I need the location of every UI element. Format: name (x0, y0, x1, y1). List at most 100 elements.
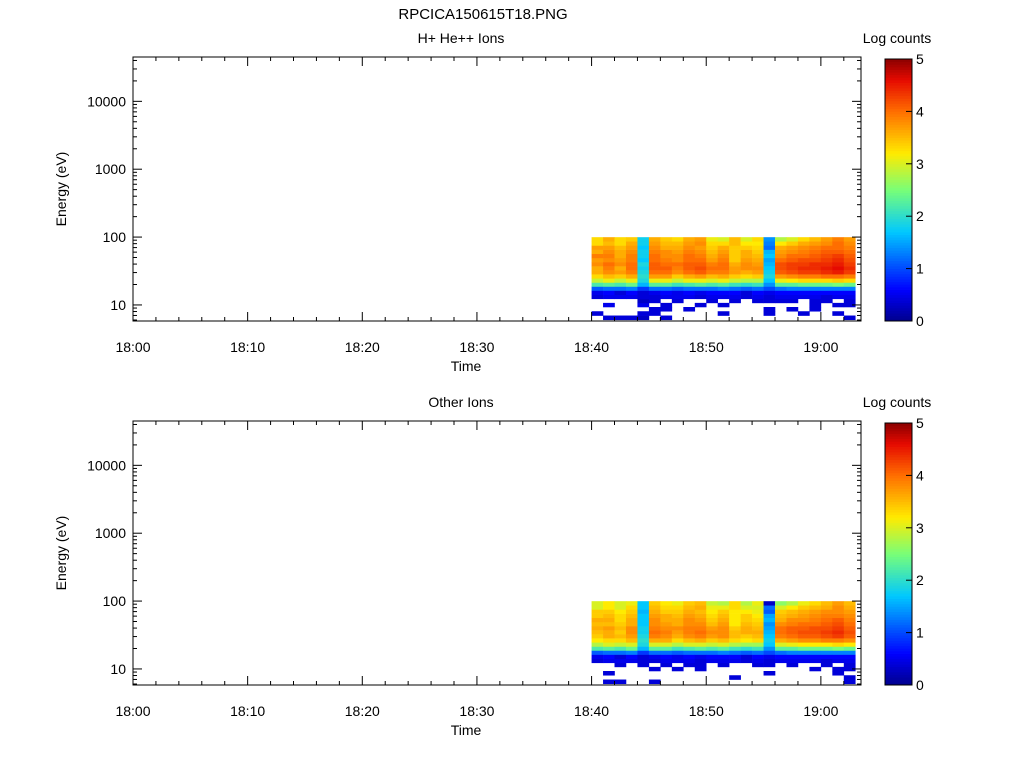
spectrogram-cell (843, 638, 856, 643)
spectrogram-cell (694, 634, 707, 639)
spectrogram-cell (843, 237, 856, 242)
spectrogram-cell (683, 286, 696, 291)
colorbar-segment (885, 224, 912, 228)
spectrogram-cell (603, 302, 615, 308)
spectrogram-cell (820, 630, 833, 635)
spectrogram-cell (729, 253, 741, 259)
spectrogram-cell (660, 286, 673, 291)
spectrogram-cell (694, 613, 707, 619)
spectrogram-cell (683, 630, 696, 635)
colorbar-segment (885, 315, 912, 319)
colorbar-segment (885, 93, 912, 97)
spectrogram-cell (614, 658, 627, 664)
colorbar-segment (885, 519, 912, 523)
colorbar-segment (885, 658, 912, 662)
spectrogram-cell (763, 270, 776, 275)
y-axis-label: Energy (eV) (53, 152, 69, 227)
spectrogram-cell (797, 241, 810, 246)
spectrogram-cell (843, 675, 856, 680)
spectrogram-cell (625, 654, 638, 659)
colorbar-segment (885, 98, 912, 102)
spectrogram-cell (614, 679, 627, 685)
spectrogram-cell (717, 286, 730, 291)
spectrogram-cell (614, 274, 627, 279)
spectrogram-cell (797, 626, 810, 631)
spectrogram-cell (694, 658, 707, 664)
spectrogram-cell (694, 270, 707, 275)
colorbar-segment (885, 166, 912, 170)
spectrogram-cell (637, 270, 650, 275)
spectrogram-cell (683, 237, 696, 242)
colorbar-segment (885, 153, 912, 157)
spectrogram-cell (729, 286, 741, 291)
spectrogram-cell (648, 286, 661, 291)
spectrogram-cell (694, 646, 707, 651)
spectrogram-cell (660, 278, 673, 283)
spectrogram-cell (591, 257, 604, 263)
spectrogram-cell (832, 270, 845, 275)
colorbar-segment (885, 561, 912, 565)
colorbar-segment (885, 480, 912, 484)
colorbar-segment (885, 100, 912, 104)
spectrogram-cell (648, 282, 661, 287)
spectrogram-cell (706, 642, 718, 647)
spectrogram-cell (729, 274, 741, 279)
spectrogram-cell (614, 642, 627, 647)
spectrogram-cell (763, 298, 776, 304)
spectrogram-cell (625, 253, 638, 259)
spectrogram-cell (809, 617, 822, 623)
colorbar-segment (885, 305, 912, 309)
spectrogram-cell (740, 237, 753, 242)
colorbar-segment (885, 533, 912, 537)
colorbar-segment (885, 470, 912, 474)
spectrogram-cell (786, 241, 799, 246)
spectrogram-cell (775, 605, 787, 610)
colorbar-segment (885, 95, 912, 99)
colorbar-segment (885, 467, 912, 471)
spectrogram-cell (786, 634, 799, 639)
colorbar-segment (885, 645, 912, 649)
colorbar-segment (885, 504, 912, 508)
spectrogram-cell (671, 274, 684, 279)
spectrogram-cell (752, 241, 764, 246)
spectrogram-cell (820, 642, 833, 647)
spectrogram-cell (740, 257, 753, 263)
spectrogram-cell (775, 270, 787, 275)
spectrogram-cell (843, 626, 856, 631)
colorbar-segment (885, 590, 912, 594)
colorbar-segment (885, 538, 912, 542)
spectrogram-cell (740, 262, 753, 267)
spectrogram-cell (740, 626, 753, 631)
spectrogram-cell (717, 601, 730, 606)
spectrogram-cell (706, 650, 718, 655)
colorbar-segment (885, 595, 912, 599)
spectrogram-cell (660, 638, 673, 643)
colorbar-segment (885, 454, 912, 458)
spectrogram-cell (820, 266, 833, 271)
spectrogram-cell (763, 650, 776, 655)
spectrogram-cell (775, 613, 787, 619)
colorbar-segment (885, 124, 912, 128)
spectrogram-cell (763, 278, 776, 283)
spectrogram-cell (752, 245, 764, 250)
colorbar-segment (885, 195, 912, 199)
spectrogram-cell (706, 646, 718, 651)
spectrogram-cell (717, 278, 730, 283)
colorbar-segment (885, 74, 912, 78)
spectrogram-cell (843, 290, 856, 295)
spectrogram-cell (752, 621, 764, 627)
colorbar-segment (885, 192, 912, 196)
spectrogram-cell (671, 298, 684, 304)
spectrogram-cell (763, 634, 776, 639)
spectrogram-cell (603, 290, 615, 295)
spectrogram-cell (625, 605, 638, 610)
spectrogram-cell (683, 282, 696, 287)
spectrogram-cell (740, 241, 753, 246)
spectrogram-cell (797, 613, 810, 619)
spectrogram-cell (660, 642, 673, 647)
spectrogram-cell (797, 270, 810, 275)
spectrogram-cell (775, 262, 787, 267)
spectrogram-cell (603, 245, 615, 250)
spectrogram-cell (603, 621, 615, 627)
colorbar: 0 1 2 3 4 5 Log counts (863, 394, 932, 693)
